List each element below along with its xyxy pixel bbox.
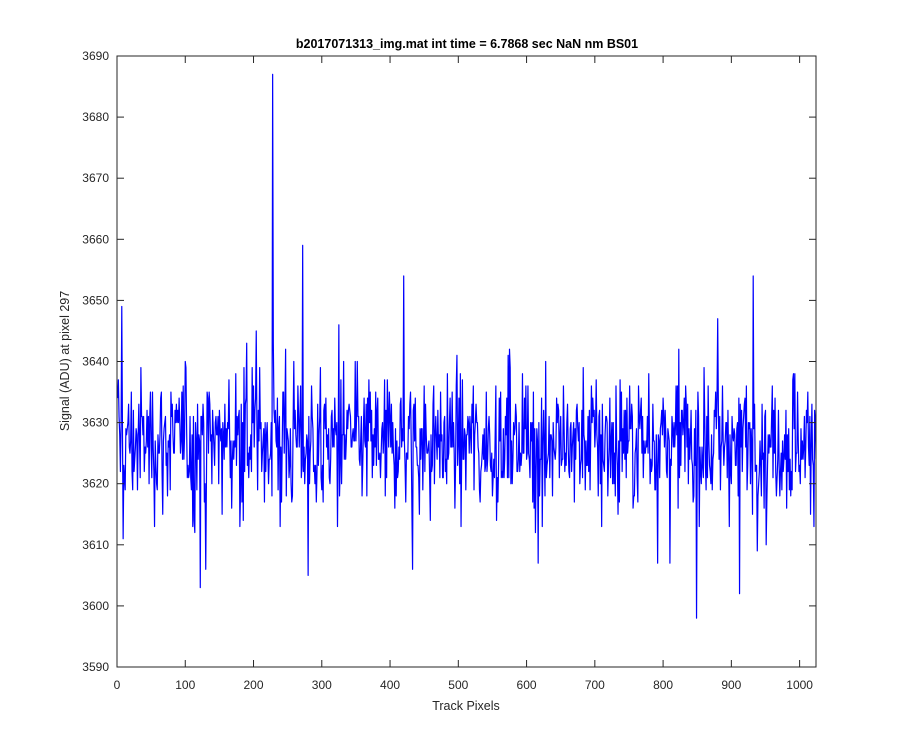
x-axis: 0 100 200 300 400 500 600 700 800 900 1000 [114,56,813,692]
y-tick-label: 3640 [82,355,109,369]
x-tick-label: 700 [585,678,605,692]
series-line [117,73,816,619]
plot-area [116,55,817,668]
x-tick-label: 1000 [786,678,813,692]
y-tick-label: 3670 [82,171,109,185]
x-tick-label: 300 [312,678,332,692]
y-tick-label: 3690 [82,49,109,63]
series-layer [117,73,816,619]
x-tick-label: 400 [380,678,400,692]
x-tick-label: 800 [653,678,673,692]
y-axis: 3590 3600 3610 3620 3630 3640 3650 3660 3670 3680… [82,49,816,674]
x-tick-label: 900 [721,678,741,692]
x-tick-label: 600 [517,678,537,692]
x-tick-label: 0 [114,678,121,692]
y-tick-label: 3630 [82,416,109,430]
y-tick-label: 3620 [82,477,109,491]
y-tick-label: 3680 [82,110,109,124]
x-axis-label: Track Pixels [432,699,500,713]
x-tick-label: 100 [175,678,195,692]
y-tick-label: 3590 [82,660,109,674]
chart-title: b2017071313_img.mat int time = 6.7868 se… [296,37,638,51]
y-tick-label: 3650 [82,293,109,307]
y-tick-label: 3600 [82,599,109,613]
x-tick-label: 500 [448,678,468,692]
x-tick-label: 200 [244,678,264,692]
y-axis-label: Signal (ADU) at pixel 297 [58,291,72,431]
y-tick-label: 3610 [82,538,109,552]
axes-background [117,56,816,667]
y-tick-label: 3660 [82,232,109,246]
